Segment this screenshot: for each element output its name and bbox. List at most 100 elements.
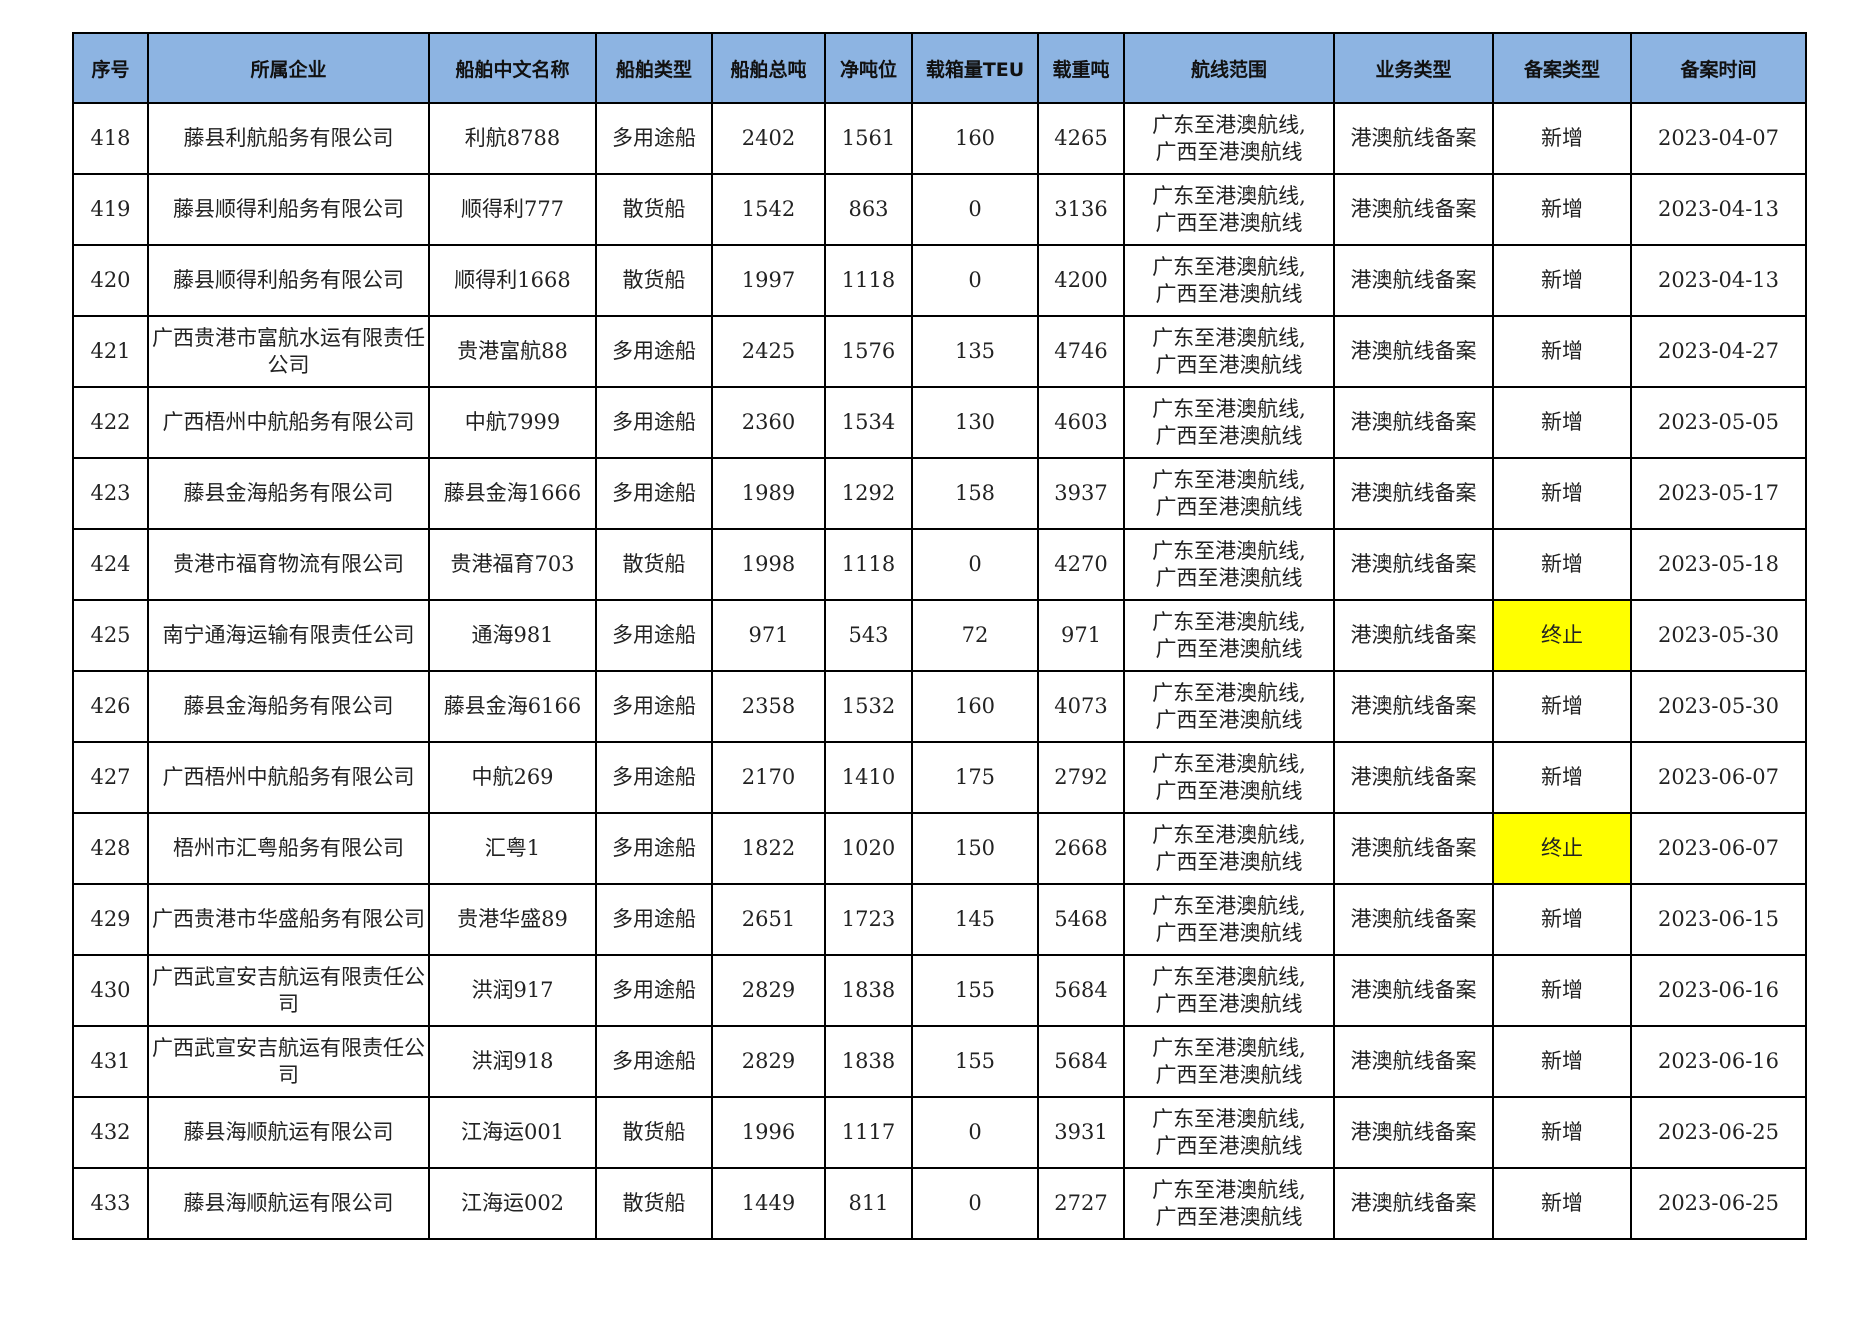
cell-company: 广西贵港市华盛船务有限公司	[147, 883, 430, 956]
cell-seq: 423	[72, 457, 149, 530]
cell-seq: 429	[72, 883, 149, 956]
header-company: 所属企业	[147, 32, 430, 104]
cell-business-type: 港澳航线备案	[1333, 173, 1494, 246]
header-ship-name: 船舶中文名称	[428, 32, 597, 104]
cell-seq: 426	[72, 670, 149, 743]
cell-route-scope: 广东至港澳航线, 广西至港澳航线	[1123, 528, 1335, 601]
cell-deadweight: 4200	[1037, 244, 1125, 317]
cell-gross-tonnage: 2402	[711, 102, 826, 175]
cell-filing-date: 2023-05-18	[1630, 528, 1807, 601]
cell-net-tonnage: 1117	[824, 1096, 913, 1169]
cell-ship-type: 多用途船	[595, 954, 713, 1027]
header-business-type: 业务类型	[1333, 32, 1494, 104]
cell-filing-type: 新增	[1492, 670, 1632, 743]
cell-teu: 158	[911, 457, 1039, 530]
cell-business-type: 港澳航线备案	[1333, 315, 1494, 388]
cell-gross-tonnage: 1822	[711, 812, 826, 885]
cell-teu: 175	[911, 741, 1039, 814]
cell-gross-tonnage: 1998	[711, 528, 826, 601]
cell-gross-tonnage: 1997	[711, 244, 826, 317]
cell-net-tonnage: 1561	[824, 102, 913, 175]
cell-business-type: 港澳航线备案	[1333, 386, 1494, 459]
cell-filing-type: 新增	[1492, 244, 1632, 317]
cell-gross-tonnage: 971	[711, 599, 826, 672]
cell-net-tonnage: 863	[824, 173, 913, 246]
cell-ship-type: 散货船	[595, 1096, 713, 1169]
cell-teu: 160	[911, 102, 1039, 175]
cell-gross-tonnage: 2829	[711, 1025, 826, 1098]
cell-deadweight: 3931	[1037, 1096, 1125, 1169]
cell-deadweight: 4073	[1037, 670, 1125, 743]
cell-seq: 433	[72, 1167, 149, 1240]
cell-filing-date: 2023-04-27	[1630, 315, 1807, 388]
cell-net-tonnage: 1020	[824, 812, 913, 885]
cell-gross-tonnage: 1542	[711, 173, 826, 246]
cell-filing-date: 2023-06-16	[1630, 1025, 1807, 1098]
cell-filing-type: 新增	[1492, 741, 1632, 814]
cell-deadweight: 4265	[1037, 102, 1125, 175]
cell-teu: 150	[911, 812, 1039, 885]
cell-route-scope: 广东至港澳航线, 广西至港澳航线	[1123, 386, 1335, 459]
cell-ship-name: 汇粤1	[428, 812, 597, 885]
cell-company: 广西梧州中航船务有限公司	[147, 741, 430, 814]
cell-filing-date: 2023-05-30	[1630, 599, 1807, 672]
cell-gross-tonnage: 2358	[711, 670, 826, 743]
cell-filing-date: 2023-06-16	[1630, 954, 1807, 1027]
cell-teu: 0	[911, 1096, 1039, 1169]
cell-company: 藤县海顺航运有限公司	[147, 1096, 430, 1169]
table-row: 418 藤县利航船务有限公司 利航8788 多用途船 2402 1561 160 4265 广东…	[72, 102, 1807, 175]
cell-company: 藤县金海船务有限公司	[147, 457, 430, 530]
cell-seq: 427	[72, 741, 149, 814]
cell-teu: 145	[911, 883, 1039, 956]
table-row: 428 梧州市汇粤船务有限公司 汇粤1 多用途船 1822 1020 150 2668 广东至港…	[72, 812, 1807, 885]
cell-filing-type: 新增	[1492, 1025, 1632, 1098]
cell-ship-type: 多用途船	[595, 883, 713, 956]
cell-business-type: 港澳航线备案	[1333, 457, 1494, 530]
cell-route-scope: 广东至港澳航线, 广西至港澳航线	[1123, 457, 1335, 530]
cell-deadweight: 4603	[1037, 386, 1125, 459]
cell-route-scope: 广东至港澳航线, 广西至港澳航线	[1123, 173, 1335, 246]
cell-net-tonnage: 811	[824, 1167, 913, 1240]
cell-filing-type: 新增	[1492, 528, 1632, 601]
cell-teu: 160	[911, 670, 1039, 743]
cell-deadweight: 3136	[1037, 173, 1125, 246]
cell-deadweight: 2668	[1037, 812, 1125, 885]
cell-company: 藤县海顺航运有限公司	[147, 1167, 430, 1240]
cell-ship-name: 中航7999	[428, 386, 597, 459]
cell-company: 藤县利航船务有限公司	[147, 102, 430, 175]
ship-filing-table: 序号 所属企业 船舶中文名称 船舶类型 船舶总吨 净吨位 载箱量TEU 载重吨 航线范围 业务类型…	[72, 32, 1807, 1240]
cell-company: 藤县金海船务有限公司	[147, 670, 430, 743]
cell-filing-type: 新增	[1492, 954, 1632, 1027]
cell-ship-name: 贵港富航88	[428, 315, 597, 388]
table-row: 431 广西武宣安吉航运有限责任公司 洪润918 多用途船 2829 1838 155 568…	[72, 1025, 1807, 1098]
cell-filing-date: 2023-04-13	[1630, 244, 1807, 317]
cell-business-type: 港澳航线备案	[1333, 812, 1494, 885]
cell-route-scope: 广东至港澳航线, 广西至港澳航线	[1123, 812, 1335, 885]
cell-ship-type: 多用途船	[595, 386, 713, 459]
cell-ship-name: 贵港华盛89	[428, 883, 597, 956]
cell-ship-name: 洪润918	[428, 1025, 597, 1098]
table-row: 422 广西梧州中航船务有限公司 中航7999 多用途船 2360 1534 130 4603…	[72, 386, 1807, 459]
cell-deadweight: 3937	[1037, 457, 1125, 530]
cell-gross-tonnage: 1996	[711, 1096, 826, 1169]
cell-teu: 155	[911, 954, 1039, 1027]
cell-gross-tonnage: 2829	[711, 954, 826, 1027]
cell-filing-date: 2023-06-07	[1630, 741, 1807, 814]
cell-ship-type: 多用途船	[595, 102, 713, 175]
cell-route-scope: 广东至港澳航线, 广西至港澳航线	[1123, 741, 1335, 814]
cell-ship-type: 散货船	[595, 528, 713, 601]
table-row: 427 广西梧州中航船务有限公司 中航269 多用途船 2170 1410 175 2792 广…	[72, 741, 1807, 814]
cell-deadweight: 971	[1037, 599, 1125, 672]
cell-route-scope: 广东至港澳航线, 广西至港澳航线	[1123, 599, 1335, 672]
cell-ship-type: 多用途船	[595, 1025, 713, 1098]
cell-route-scope: 广东至港澳航线, 广西至港澳航线	[1123, 1167, 1335, 1240]
cell-teu: 0	[911, 244, 1039, 317]
cell-net-tonnage: 1838	[824, 954, 913, 1027]
cell-company: 梧州市汇粤船务有限公司	[147, 812, 430, 885]
header-filing-type: 备案类型	[1492, 32, 1632, 104]
cell-teu: 155	[911, 1025, 1039, 1098]
cell-gross-tonnage: 1449	[711, 1167, 826, 1240]
cell-ship-name: 通海981	[428, 599, 597, 672]
table-row: 421 广西贵港市富航水运有限责任公司 贵港富航88 多用途船 2425 1576 135 4…	[72, 315, 1807, 388]
cell-filing-type: 新增	[1492, 457, 1632, 530]
